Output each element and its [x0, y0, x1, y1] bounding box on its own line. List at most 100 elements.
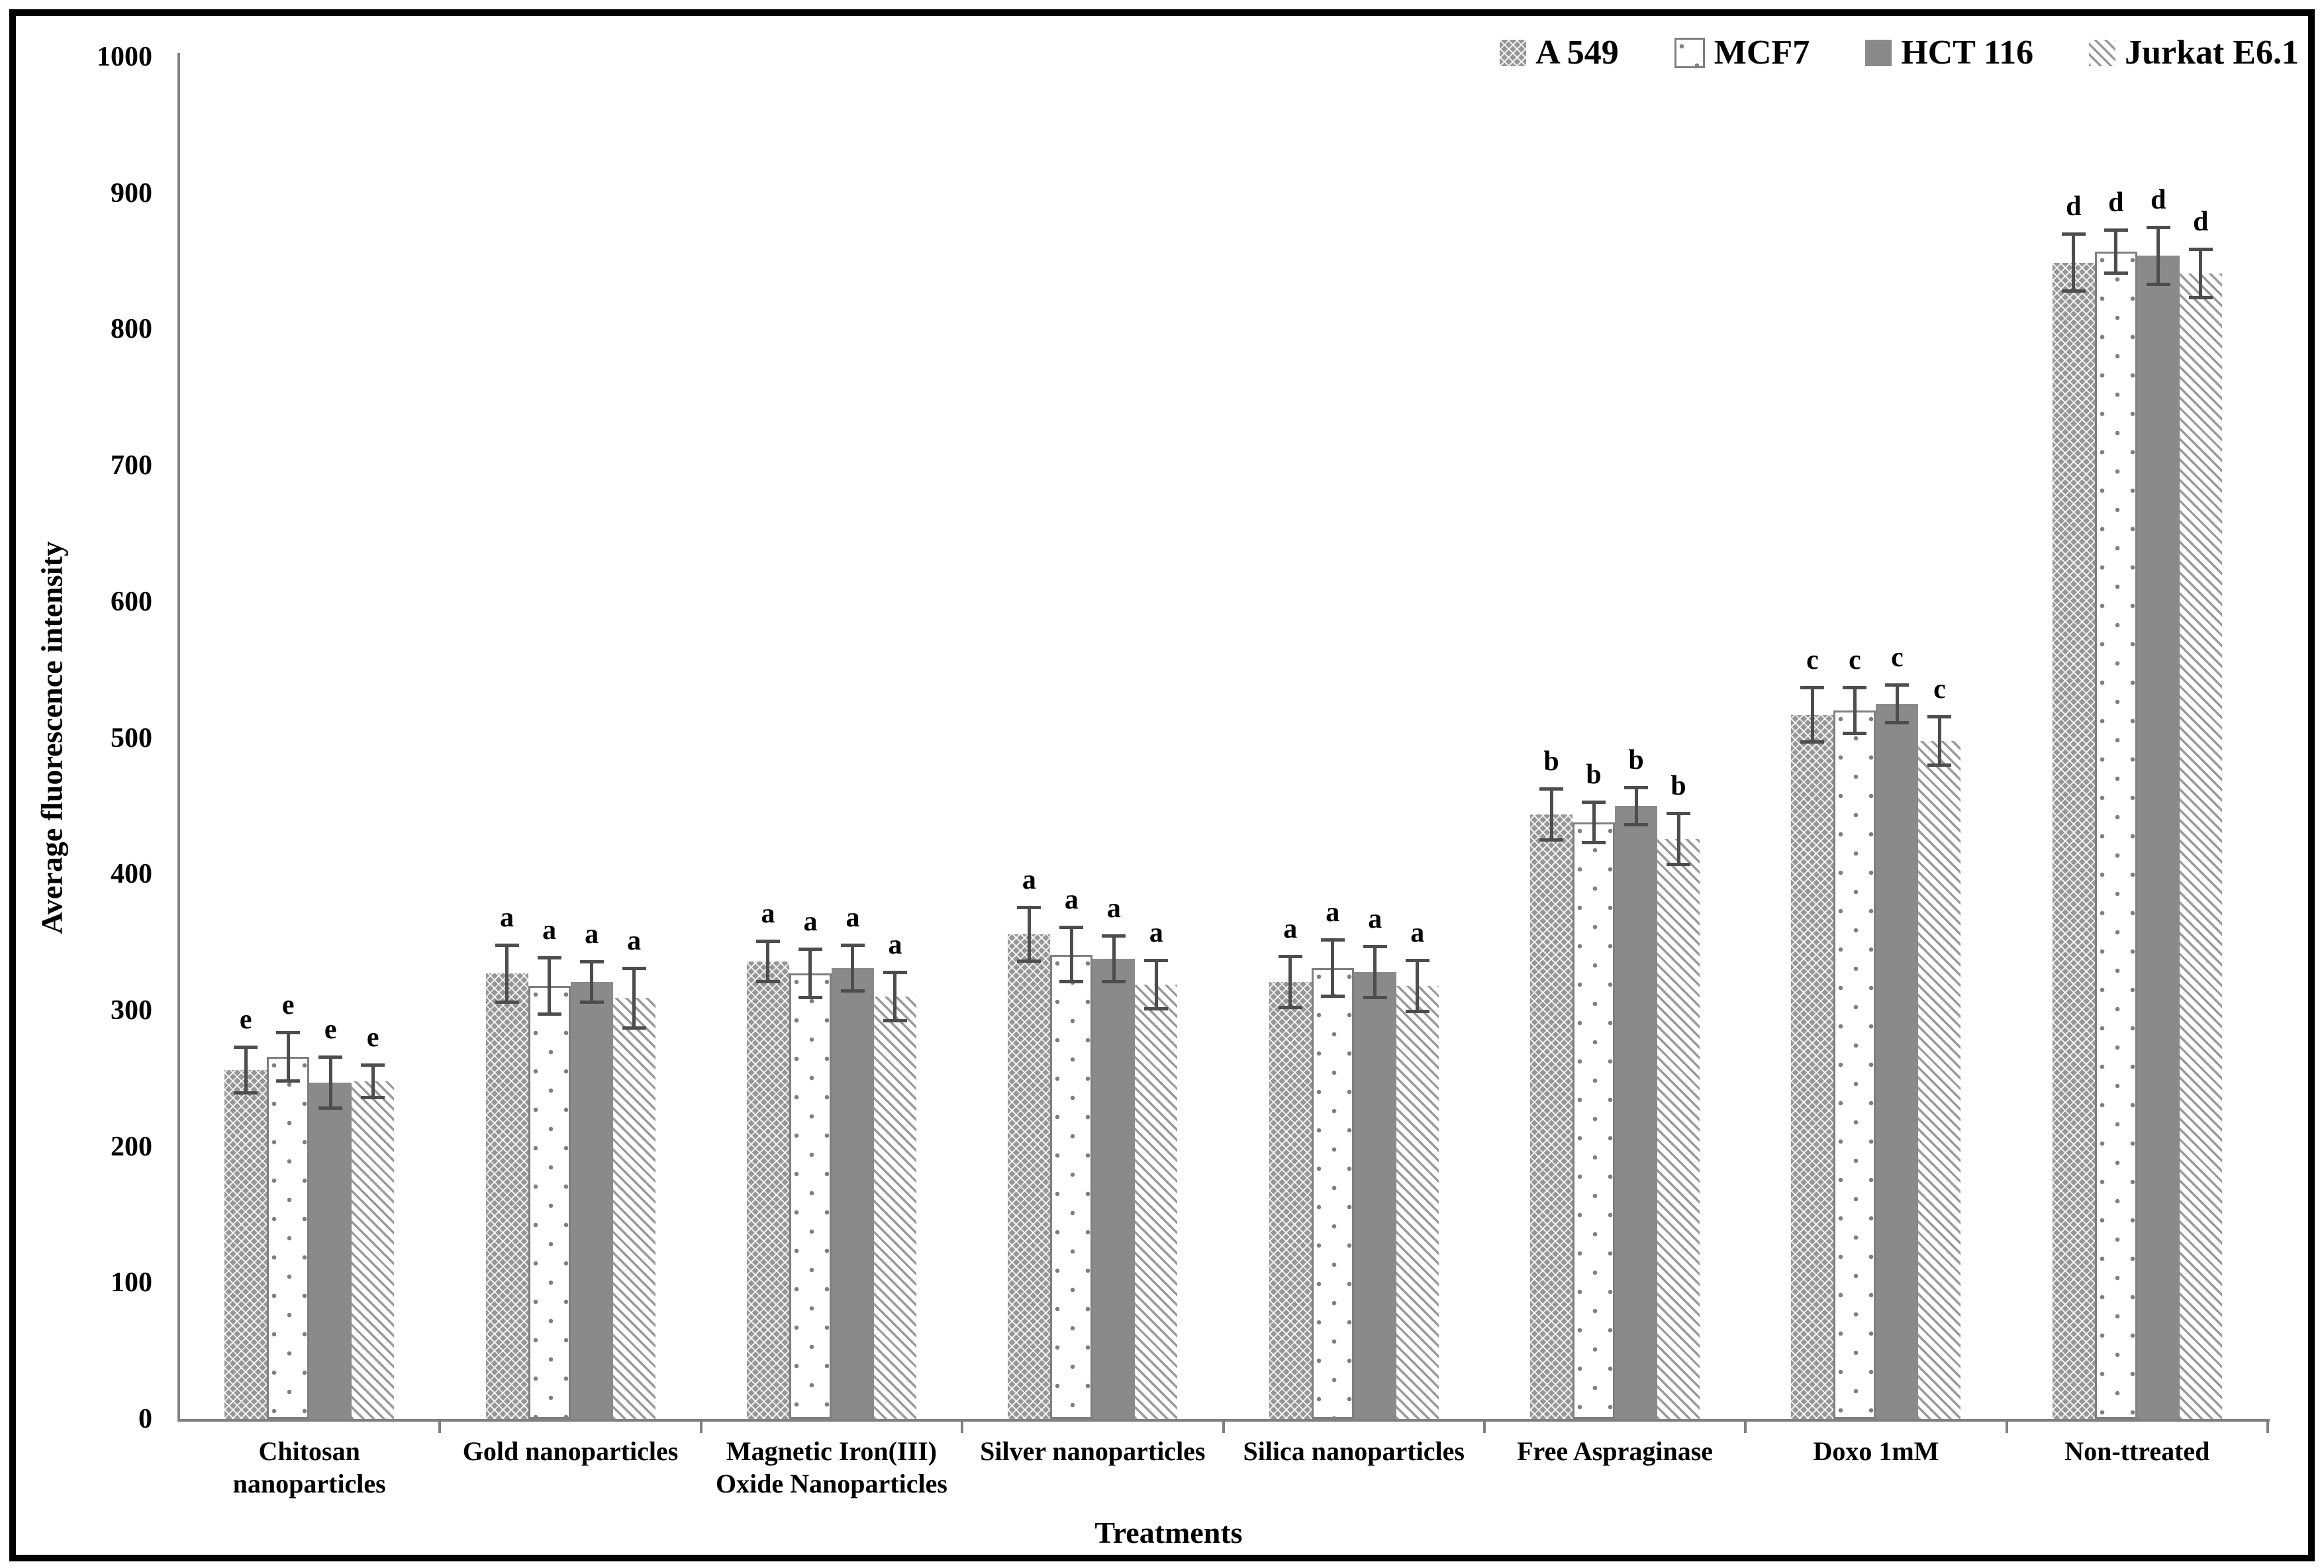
error-bar-cap-bottom	[1800, 740, 1825, 744]
error-bar-line	[1069, 927, 1073, 982]
legend-label: Jurkat E6.1	[2125, 34, 2299, 72]
error-bar-cap-top	[1059, 926, 1084, 930]
x-tick	[2266, 1422, 2269, 1433]
legend-swatch-crosshatch	[1500, 39, 1527, 66]
bar	[352, 1081, 395, 1419]
error-bar-cap-bottom	[2146, 282, 2170, 286]
significance-letter: a	[542, 914, 557, 946]
error-bar-line	[1895, 685, 1899, 723]
error-bar-cap-bottom	[840, 989, 865, 993]
error-bar-line	[590, 961, 594, 1003]
error-bar-cap-top	[1102, 934, 1126, 938]
legend-item: MCF7	[1674, 33, 1810, 72]
legend-swatch-diagonal	[2089, 39, 2116, 66]
error-bar-line	[1676, 812, 1680, 865]
category-label: Silica nanoparticles	[1243, 1436, 1465, 1466]
error-bar-cap-top	[1405, 958, 1429, 962]
significance-letter: e	[324, 1014, 337, 1045]
significance-letter: a	[1326, 897, 1340, 928]
bar	[789, 973, 832, 1419]
error-bar-cap-bottom	[1363, 996, 1387, 1000]
significance-letter: c	[1849, 645, 1861, 676]
bar	[309, 1082, 352, 1419]
error-bar-cap-bottom	[1667, 862, 1691, 866]
x-tick	[699, 1422, 702, 1433]
error-bar-cap-top	[495, 944, 519, 948]
error-bar-line	[2072, 234, 2076, 291]
error-bar-cap-top	[1667, 811, 1691, 815]
error-bar-cap-bottom	[883, 1019, 907, 1023]
error-bar-cap-top	[1539, 787, 1564, 791]
error-bar-cap-top	[318, 1055, 343, 1059]
significance-letter: a	[1022, 864, 1036, 895]
error-bar-cap-top	[537, 956, 561, 959]
bar	[1269, 981, 1312, 1419]
category-label: Silver nanoparticles	[980, 1436, 1206, 1466]
legend-swatch-solid	[1865, 39, 1892, 66]
error-bar-cap-bottom	[1405, 1009, 1429, 1013]
error-bar-cap-bottom	[622, 1026, 646, 1030]
category-label: Free Aspraginase	[1517, 1436, 1714, 1466]
bar	[1396, 985, 1439, 1419]
y-tick-label: 300	[111, 995, 152, 1026]
error-bar-cap-bottom	[1927, 763, 1952, 767]
error-bar-cap-top	[2188, 248, 2213, 252]
significance-letter: e	[366, 1022, 379, 1054]
bar	[1573, 822, 1616, 1419]
significance-letter: a	[1283, 913, 1298, 944]
bar	[1008, 934, 1051, 1419]
legend: A 549 MCF7 HCT 116 Jurkat E6.1	[1500, 33, 2299, 72]
significance-letter: a	[1368, 904, 1382, 935]
error-bar-line	[1592, 802, 1596, 843]
legend-item: Jurkat E6.1	[2089, 33, 2299, 72]
bar	[267, 1056, 310, 1419]
significance-letter: e	[281, 989, 295, 1020]
bar	[2137, 256, 2180, 1419]
bar	[746, 961, 789, 1419]
bar	[2052, 262, 2095, 1419]
significance-letter: b	[1628, 744, 1644, 775]
significance-letter: e	[239, 1004, 252, 1036]
significance-letter: a	[846, 903, 860, 934]
significance-letter: d	[2108, 187, 2124, 219]
error-bar-cap-top	[276, 1030, 301, 1034]
error-bar-cap-bottom	[537, 1012, 561, 1016]
significance-letter: a	[1064, 885, 1079, 916]
significance-letter: d	[2193, 207, 2209, 238]
legend-label: HCT 116	[1901, 34, 2034, 72]
bar	[2179, 273, 2222, 1419]
error-bar-cap-top	[2061, 232, 2086, 236]
error-bar-cap-bottom	[495, 1000, 519, 1004]
error-bar-cap-top	[234, 1046, 258, 1050]
bar	[1050, 954, 1093, 1419]
error-bar-line	[1288, 956, 1292, 1008]
error-bar-cap-bottom	[755, 979, 780, 983]
error-bar-line	[505, 945, 509, 1003]
error-bar-cap-bottom	[1059, 979, 1084, 983]
error-bar-cap-bottom	[2104, 271, 2128, 275]
bar	[2094, 252, 2137, 1419]
error-bar-cap-top	[840, 944, 865, 948]
significance-letter: a	[888, 930, 902, 961]
significance-letter: b	[1543, 746, 1559, 777]
error-bar-line	[2114, 230, 2118, 274]
legend-item: A 549	[1500, 33, 1619, 72]
y-tick-label: 900	[111, 177, 152, 209]
error-bar-cap-bottom	[361, 1095, 385, 1099]
x-tick	[961, 1422, 964, 1433]
error-bar-cap-top	[1017, 905, 1041, 909]
y-tick-label: 600	[111, 586, 152, 617]
significance-letter: a	[1410, 917, 1425, 948]
error-bar-line	[286, 1032, 290, 1081]
significance-letter: b	[1670, 770, 1686, 801]
x-axis-title: Treatments	[1094, 1516, 1243, 1549]
error-bar-cap-top	[1927, 714, 1952, 718]
significance-letter: a	[627, 926, 642, 957]
error-bar-cap-top	[1363, 945, 1387, 949]
error-bar-line	[1810, 687, 1814, 742]
x-tick	[1482, 1422, 1486, 1433]
error-bar-cap-bottom	[318, 1106, 343, 1110]
legend-label: A 549	[1535, 34, 1619, 72]
significance-letter: a	[1149, 917, 1163, 948]
y-tick-label: 100	[111, 1267, 152, 1298]
